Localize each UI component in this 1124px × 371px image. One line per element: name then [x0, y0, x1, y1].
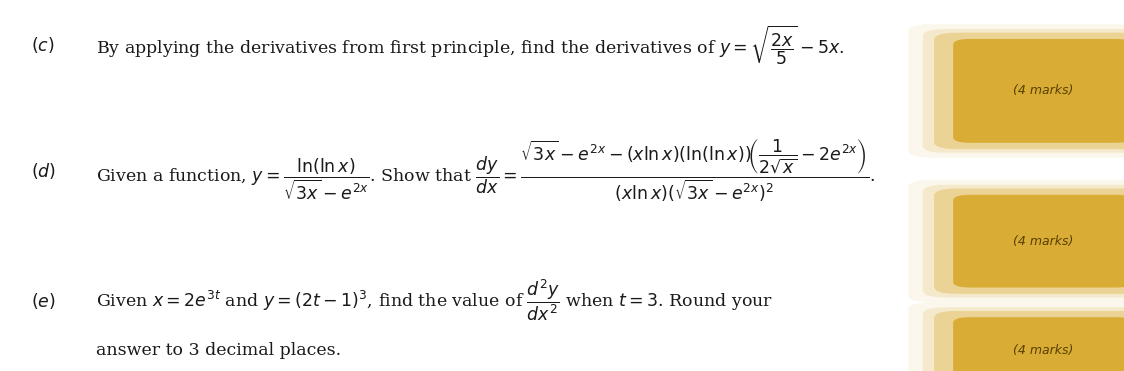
FancyBboxPatch shape: [923, 185, 1124, 298]
FancyBboxPatch shape: [908, 180, 1124, 302]
FancyBboxPatch shape: [934, 188, 1124, 294]
FancyBboxPatch shape: [908, 24, 1124, 158]
Text: (4 marks): (4 marks): [1013, 84, 1073, 98]
Text: $(d)$: $(d)$: [31, 161, 56, 181]
Text: Given $x = 2e^{3t}$ and $y = (2t-1)^3$, find the value of $\dfrac{d^2y}{dx^2}$ w: Given $x = 2e^{3t}$ and $y = (2t-1)^3$, …: [96, 278, 773, 323]
FancyBboxPatch shape: [923, 307, 1124, 371]
Text: (4 marks): (4 marks): [1013, 344, 1073, 357]
Text: Given a function, $y = \dfrac{\ln(\ln x)}{\sqrt{3x}-e^{2x}}$. Show that $\dfrac{: Given a function, $y = \dfrac{\ln(\ln x)…: [96, 137, 874, 204]
FancyBboxPatch shape: [953, 195, 1124, 288]
Text: answer to 3 decimal places.: answer to 3 decimal places.: [96, 342, 341, 359]
Text: By applying the derivatives from first principle, find the derivatives of $y = \: By applying the derivatives from first p…: [96, 23, 844, 66]
FancyBboxPatch shape: [953, 317, 1124, 371]
Text: $(e)$: $(e)$: [31, 290, 56, 311]
Text: (4 marks): (4 marks): [1013, 234, 1073, 248]
FancyBboxPatch shape: [923, 29, 1124, 153]
FancyBboxPatch shape: [908, 302, 1124, 371]
FancyBboxPatch shape: [934, 33, 1124, 149]
Text: $(c)$: $(c)$: [31, 35, 55, 55]
FancyBboxPatch shape: [934, 311, 1124, 371]
FancyBboxPatch shape: [953, 39, 1124, 143]
